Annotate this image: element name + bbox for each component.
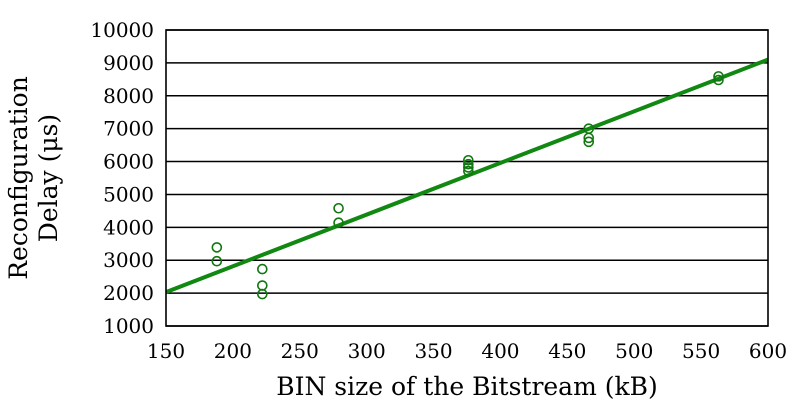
y-tick-label: 10000 (90, 18, 154, 42)
y-tick-label: 1000 (103, 314, 154, 338)
x-tick-label: 400 (481, 339, 519, 363)
data-point (713, 71, 724, 82)
x-axis-title: BIN size of the Bitstream (kB) (276, 372, 658, 401)
data-point (211, 255, 223, 267)
x-tick-labels: 150 200 250 300 350 400 450 500 550 600 (147, 339, 787, 363)
data-point (463, 162, 474, 173)
x-tick-label: 150 (147, 339, 185, 363)
y-tick-label: 7000 (103, 117, 154, 141)
x-tick-label: 450 (548, 339, 586, 363)
y-tick-label: 9000 (103, 51, 154, 75)
x-tick-label: 550 (682, 339, 720, 363)
x-tick-label: 350 (414, 339, 452, 363)
data-points (211, 71, 724, 300)
y-axis-title: Reconfiguration Delay (μs) (4, 76, 63, 280)
data-point (713, 74, 724, 86)
data-point (583, 132, 595, 144)
y-axis-title-line-1: Reconfiguration (4, 76, 33, 280)
y-tick-label: 4000 (103, 215, 154, 239)
y-tick-labels: 1000 2000 3000 4000 5000 6000 7000 8000 9000 1000… (90, 18, 154, 338)
data-point (583, 136, 595, 148)
y-tick-label: 3000 (103, 248, 154, 272)
data-point (463, 154, 474, 166)
x-tick-label: 600 (749, 339, 787, 363)
y-tick-label: 5000 (103, 182, 154, 206)
x-tick-label: 300 (348, 339, 386, 363)
y-tick-label: 6000 (103, 150, 154, 174)
data-point (257, 280, 268, 291)
y-tick-label: 2000 (103, 281, 154, 305)
x-tick-label: 500 (615, 339, 653, 363)
data-point (333, 202, 344, 214)
data-point (463, 158, 474, 170)
y-tick-label: 8000 (103, 84, 154, 108)
plot-frame (165, 29, 769, 327)
data-point (257, 288, 268, 300)
data-point (257, 263, 268, 275)
x-tick-label: 200 (214, 339, 252, 363)
y-axis-title-line-2: Delay (μs) (34, 114, 63, 242)
data-point (463, 165, 474, 177)
data-point (211, 242, 223, 253)
data-point (333, 217, 344, 229)
x-tick-label: 250 (281, 339, 319, 363)
